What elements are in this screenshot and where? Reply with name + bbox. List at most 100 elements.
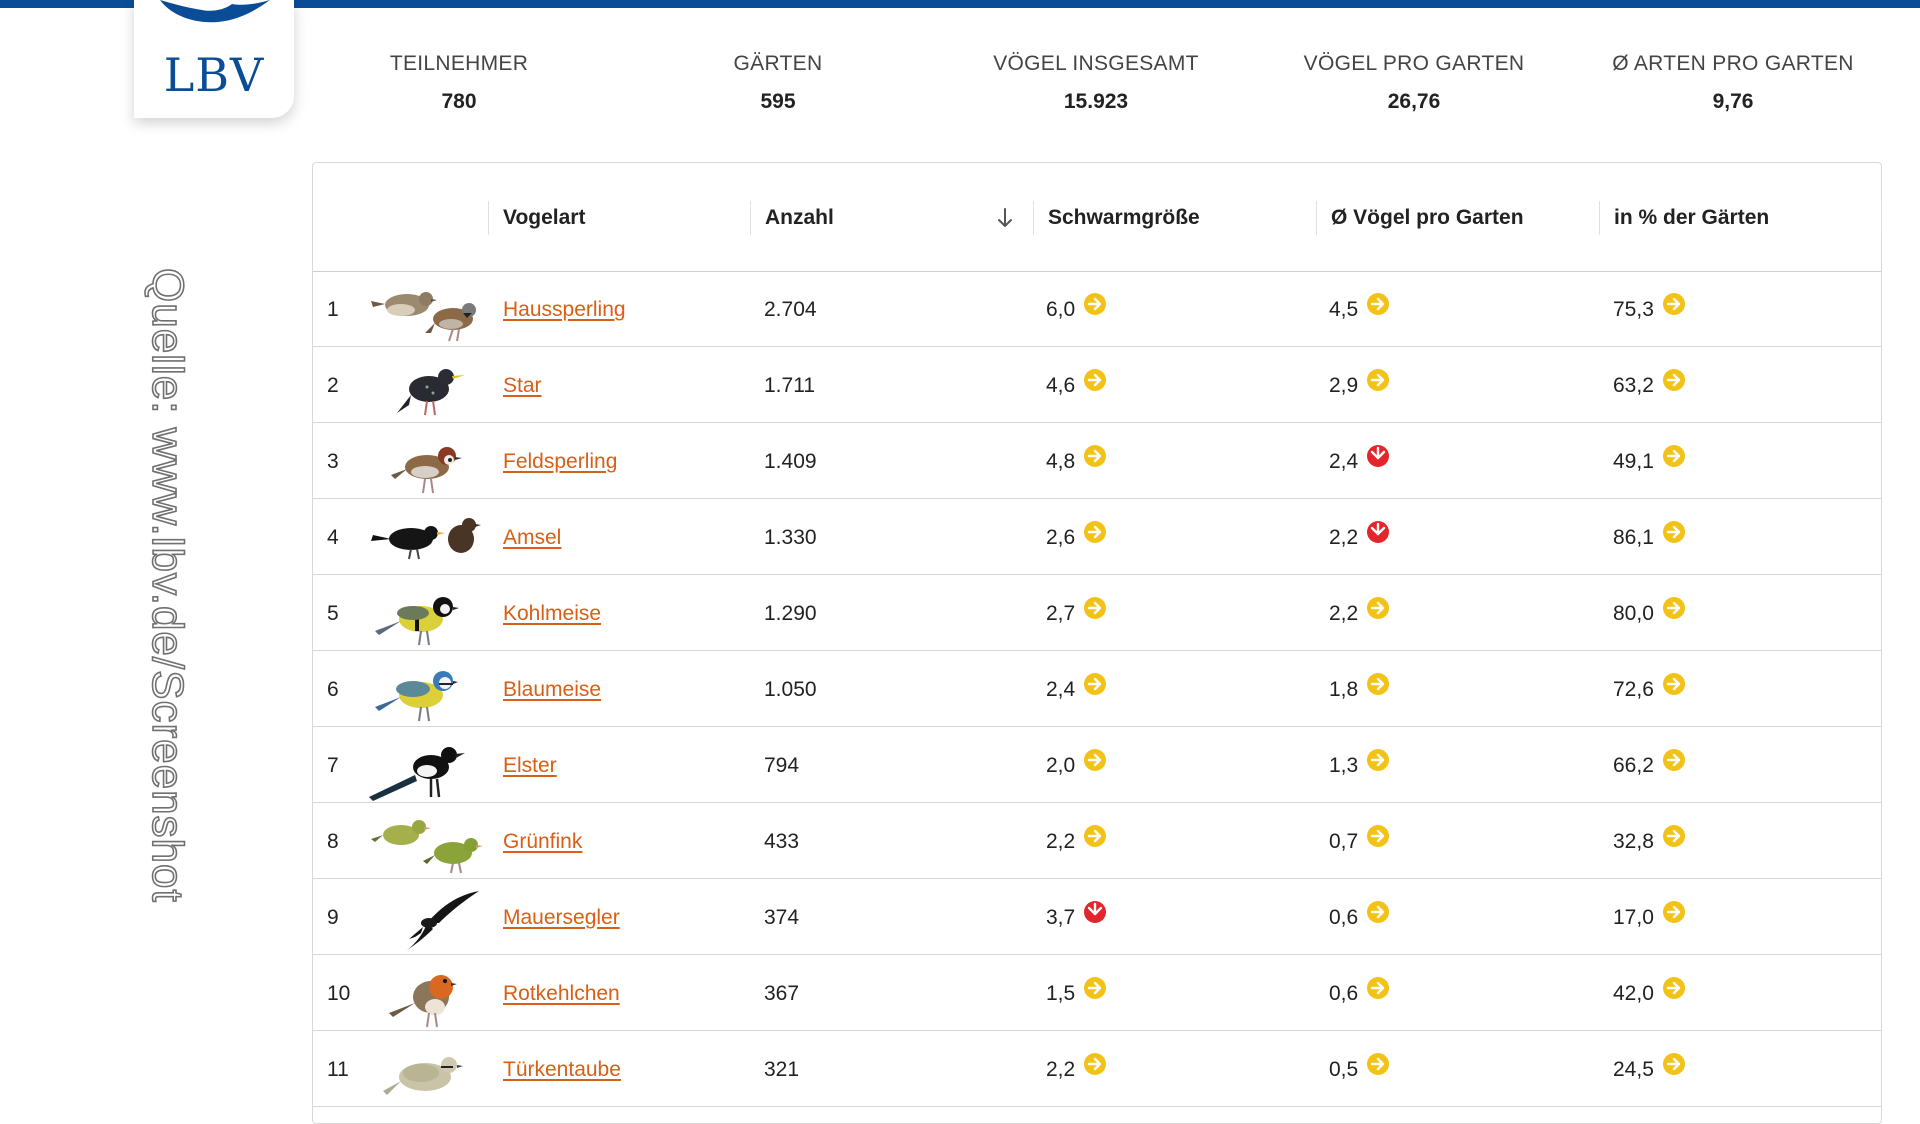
- bird-swift-image: [403, 891, 479, 953]
- trend-arrow-right-icon[interactable]: [1083, 672, 1107, 696]
- rank-number: 8: [327, 830, 339, 853]
- trend-arrow-right-icon[interactable]: [1662, 748, 1686, 772]
- flock-size-cell: 2,7: [1046, 575, 1107, 650]
- column-header-pct-gardens[interactable]: in % der Gärten: [1599, 201, 1882, 235]
- pct-gardens-value: 42,0: [1613, 982, 1654, 1005]
- per-garden-value: 0,6: [1329, 906, 1359, 929]
- per-garden-value: 0,6: [1329, 982, 1359, 1005]
- column-header-flock-size[interactable]: Schwarmgröße: [1033, 201, 1316, 235]
- flock-size-value: 2,2: [1046, 1058, 1076, 1081]
- trend-arrow-right-icon[interactable]: [1366, 292, 1390, 316]
- pct-gardens-value: 32,8: [1613, 830, 1654, 853]
- trend-arrow-right-icon[interactable]: [1366, 368, 1390, 392]
- flock-size-value: 3,7: [1046, 906, 1076, 929]
- column-header-count[interactable]: Anzahl: [750, 201, 1033, 235]
- trend-arrow-right-icon[interactable]: [1662, 900, 1686, 924]
- trend-arrow-right-icon[interactable]: [1662, 444, 1686, 468]
- flock-size-cell: 2,2: [1046, 1031, 1107, 1106]
- trend-arrow-right-icon[interactable]: [1083, 1052, 1107, 1076]
- trend-arrow-right-icon[interactable]: [1366, 824, 1390, 848]
- trend-arrow-right-icon[interactable]: [1083, 824, 1107, 848]
- flock-size-value: 4,6: [1046, 374, 1076, 397]
- species-link[interactable]: Rotkehlchen: [503, 982, 620, 1005]
- trend-arrow-right-icon[interactable]: [1083, 520, 1107, 544]
- flock-size-value: 2,6: [1046, 526, 1076, 549]
- flock-size-value: 2,7: [1046, 602, 1076, 625]
- column-header-per-garden[interactable]: Ø Vögel pro Garten: [1316, 201, 1599, 235]
- pct-gardens-value: 80,0: [1613, 602, 1654, 625]
- stat-label: GÄRTEN: [733, 52, 823, 75]
- trend-arrow-right-icon[interactable]: [1083, 748, 1107, 772]
- trend-arrow-right-icon[interactable]: [1662, 368, 1686, 392]
- per-garden-value: 2,4: [1329, 450, 1359, 473]
- species-link[interactable]: Amsel: [503, 526, 562, 549]
- per-garden-cell: 0,7: [1329, 803, 1390, 878]
- bird-tree-sparrow-image: [391, 447, 462, 494]
- trend-down-icon[interactable]: [1083, 900, 1107, 924]
- per-garden-cell: 0,6: [1329, 879, 1390, 954]
- trend-arrow-right-icon[interactable]: [1662, 1052, 1686, 1076]
- rank-number: 2: [327, 374, 339, 397]
- trend-arrow-right-icon[interactable]: [1083, 368, 1107, 392]
- trend-arrow-right-icon[interactable]: [1662, 520, 1686, 544]
- pct-gardens-cell: 63,2: [1613, 347, 1686, 422]
- trend-arrow-right-icon[interactable]: [1366, 596, 1390, 620]
- species-link[interactable]: Türkentaube: [503, 1058, 621, 1081]
- pct-gardens-value: 66,2: [1613, 754, 1654, 777]
- count-value: 1.409: [764, 450, 817, 473]
- species-link[interactable]: Grünfink: [503, 830, 583, 853]
- trend-arrow-right-icon[interactable]: [1083, 292, 1107, 316]
- trend-arrow-right-icon[interactable]: [1366, 976, 1390, 1000]
- trend-arrow-right-icon[interactable]: [1662, 596, 1686, 620]
- bird-magpie-image: [369, 747, 465, 801]
- table-row: 5 Kohlmeise 1.290 2,7 2,2 80,0: [313, 575, 1881, 651]
- column-header-label: in % der Gärten: [1614, 206, 1770, 229]
- trend-arrow-right-icon[interactable]: [1366, 900, 1390, 924]
- bird-collared-dove-image: [383, 1057, 463, 1095]
- species-link[interactable]: Blaumeise: [503, 678, 602, 701]
- per-garden-value: 2,2: [1329, 526, 1359, 549]
- pct-gardens-cell: 66,2: [1613, 727, 1686, 802]
- lbv-logo[interactable]: LBV: [134, 0, 294, 118]
- flock-size-value: 1,5: [1046, 982, 1076, 1005]
- trend-arrow-right-icon[interactable]: [1662, 672, 1686, 696]
- bird-blackbird-image: [371, 518, 481, 560]
- pct-gardens-cell: 75,3: [1613, 271, 1686, 346]
- trend-arrow-right-icon[interactable]: [1083, 596, 1107, 620]
- species-link[interactable]: Feldsperling: [503, 450, 618, 473]
- trend-arrow-right-icon[interactable]: [1366, 672, 1390, 696]
- species-link[interactable]: Elster: [503, 754, 557, 777]
- arrow-down-icon[interactable]: [995, 206, 1015, 230]
- per-garden-value: 0,5: [1329, 1058, 1359, 1081]
- flock-size-cell: 4,6: [1046, 347, 1107, 422]
- count-value: 1.711: [764, 374, 815, 397]
- species-link[interactable]: Kohlmeise: [503, 602, 602, 625]
- trend-down-icon[interactable]: [1366, 444, 1390, 468]
- column-header-species[interactable]: Vogelart: [488, 201, 750, 235]
- trend-arrow-right-icon[interactable]: [1662, 292, 1686, 316]
- table-row: 11 Türkentaube 321 2,2 0,5 24,5: [313, 1031, 1881, 1107]
- pct-gardens-cell: 32,8: [1613, 803, 1686, 878]
- top-accent-bar: [0, 0, 1920, 8]
- pct-gardens-value: 17,0: [1613, 906, 1654, 929]
- bird-blue-tit-image: [375, 671, 458, 722]
- flock-size-value: 2,2: [1046, 830, 1076, 853]
- trend-arrow-right-icon[interactable]: [1083, 976, 1107, 1000]
- stat-value: 9,76: [1712, 90, 1754, 113]
- trend-arrow-right-icon[interactable]: [1083, 444, 1107, 468]
- pct-gardens-value: 24,5: [1613, 1058, 1654, 1081]
- trend-down-icon[interactable]: [1366, 520, 1390, 544]
- stat-value: 26,76: [1387, 90, 1441, 113]
- flock-size-cell: 6,0: [1046, 271, 1107, 346]
- count-value: 367: [764, 982, 800, 1005]
- flock-size-value: 6,0: [1046, 298, 1076, 321]
- trend-arrow-right-icon[interactable]: [1366, 748, 1390, 772]
- species-link[interactable]: Star: [503, 374, 542, 397]
- flock-size-cell: 1,5: [1046, 955, 1107, 1030]
- per-garden-value: 1,3: [1329, 754, 1359, 777]
- trend-arrow-right-icon[interactable]: [1662, 824, 1686, 848]
- species-link[interactable]: Mauersegler: [503, 906, 620, 929]
- trend-arrow-right-icon[interactable]: [1366, 1052, 1390, 1076]
- species-link[interactable]: Haussperling: [503, 298, 626, 321]
- trend-arrow-right-icon[interactable]: [1662, 976, 1686, 1000]
